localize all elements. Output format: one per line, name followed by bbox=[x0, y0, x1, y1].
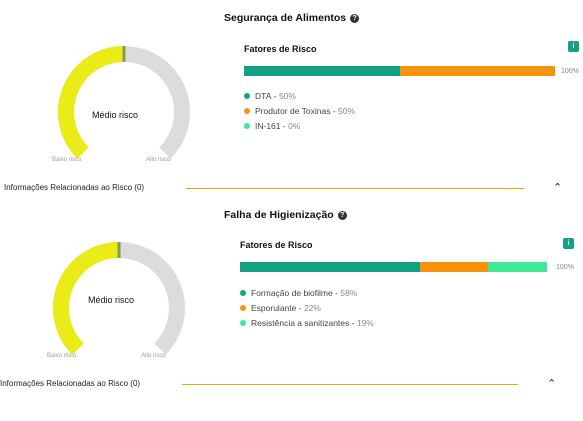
question-circle-icon[interactable]: ? bbox=[337, 211, 347, 220]
legend-dot bbox=[240, 304, 246, 311]
gauge-high-label: Alto risco bbox=[141, 353, 166, 359]
risk-factors-title: Fatores de Risco bbox=[240, 240, 313, 250]
gauge-low-label: Baixo risco bbox=[52, 157, 82, 163]
legend-item: Produtor de Toxinas - 50% bbox=[244, 103, 355, 118]
risk-factors-legend: Formação de biofilme - 58% Esporulante -… bbox=[240, 285, 374, 330]
section-title-hygiene-failure: Falha de Higienização? bbox=[224, 209, 347, 221]
bar-segment-toxin-producer bbox=[399, 66, 555, 76]
legend-item: IN-161 - 0% bbox=[244, 118, 355, 133]
legend-dot bbox=[244, 122, 250, 129]
gauge-risk-label: Médio risco bbox=[88, 295, 135, 305]
divider-line bbox=[182, 384, 518, 385]
divider-line bbox=[186, 188, 524, 189]
legend-dot bbox=[240, 289, 246, 296]
gauge-risk-label: Médio risco bbox=[92, 110, 139, 120]
info-icon[interactable]: i bbox=[568, 41, 579, 52]
legend-dot bbox=[244, 107, 250, 114]
legend-dot bbox=[240, 319, 246, 326]
legend-item: Esporulante - 22% bbox=[240, 300, 374, 315]
risk-gauge-food-safety bbox=[58, 46, 190, 159]
risk-gauge-hygiene-failure bbox=[53, 242, 185, 355]
bar-segment-biofilm bbox=[240, 262, 420, 272]
risk-factors-bar bbox=[244, 66, 555, 76]
legend-item: Resistência a sanitizantes - 19% bbox=[240, 315, 374, 330]
info-icon[interactable]: i bbox=[563, 238, 574, 249]
bar-total-label: 100% bbox=[556, 264, 574, 271]
bar-segment-sanitizer-resistance bbox=[487, 262, 547, 272]
gauge-high-label: Alto risco bbox=[146, 157, 171, 163]
bar-total-label: 100% bbox=[561, 68, 579, 75]
risk-factors-legend: DTA - 50% Produtor de Toxinas - 50% IN-1… bbox=[244, 88, 355, 133]
risk-factors-title: Fatores de Risco bbox=[244, 44, 317, 54]
bar-segment-dta bbox=[244, 66, 400, 76]
related-info-toggle[interactable]: Informações Relacionadas ao Risco (0) bbox=[0, 379, 141, 388]
legend-item: DTA - 50% bbox=[244, 88, 355, 103]
legend-dot bbox=[244, 92, 250, 99]
gauge-fill bbox=[58, 46, 125, 159]
question-circle-icon[interactable]: ? bbox=[350, 14, 360, 23]
related-info-toggle[interactable]: Informações Relacionadas ao Risco (0) bbox=[4, 183, 145, 192]
gauge-low-label: Baixo risco bbox=[47, 353, 77, 359]
gauge-fill bbox=[53, 242, 120, 355]
bar-segment-sporulating bbox=[419, 262, 488, 272]
chevron-up-icon[interactable]: ⌃ bbox=[553, 182, 563, 194]
section-title-food-safety: Segurança de Alimentos? bbox=[224, 12, 360, 24]
risk-factors-bar bbox=[240, 262, 550, 272]
legend-item: Formação de biofilme - 58% bbox=[240, 285, 374, 300]
chevron-up-icon[interactable]: ⌃ bbox=[547, 378, 557, 390]
